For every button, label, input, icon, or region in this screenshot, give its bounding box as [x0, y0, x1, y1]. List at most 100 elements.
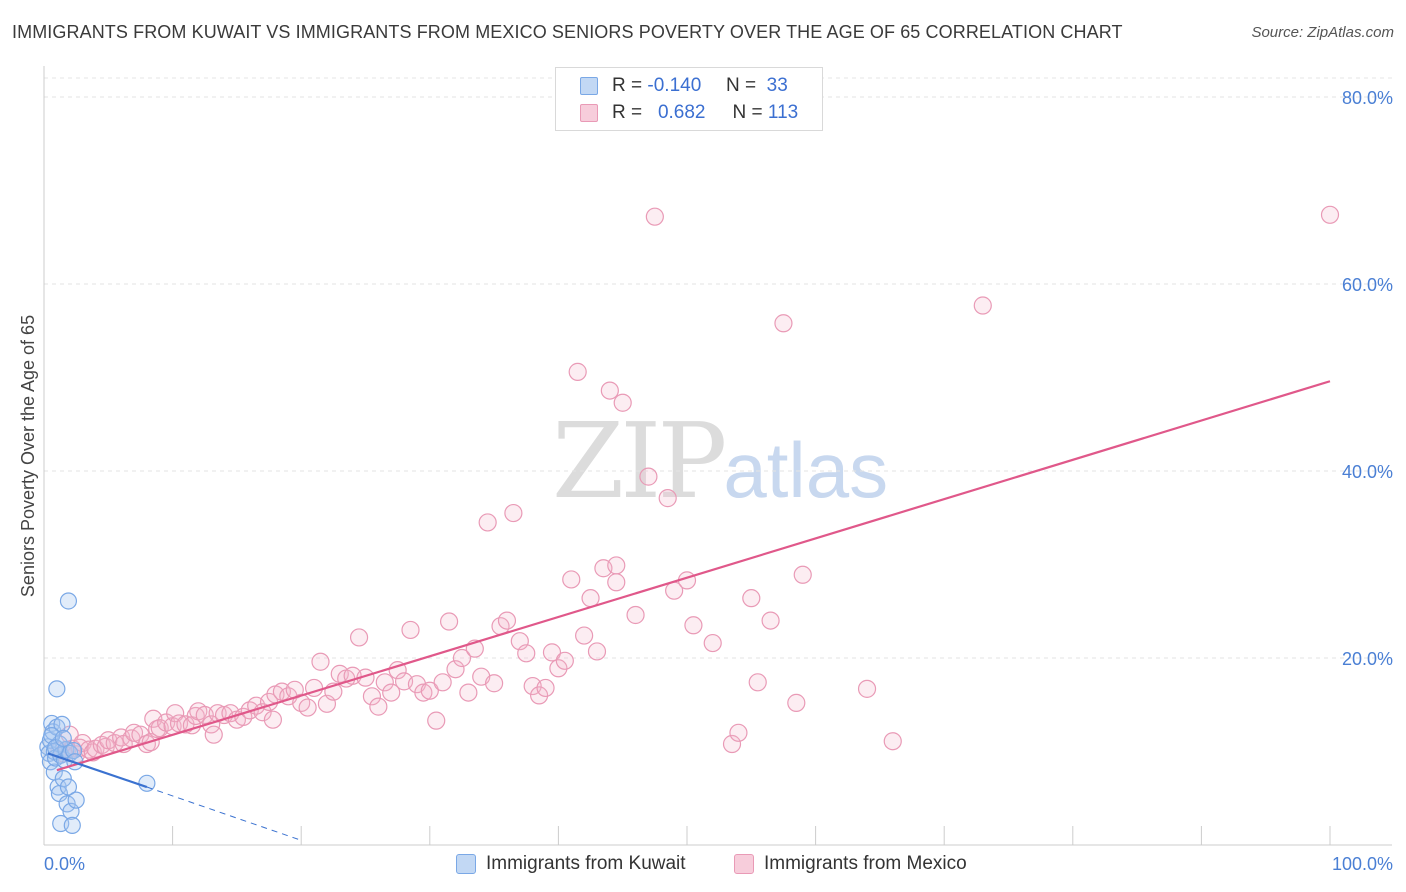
- mexico-point: [452, 648, 472, 668]
- y-tick-label: 60.0%: [1342, 275, 1393, 295]
- mexico-point: [263, 710, 283, 729]
- legend-row-mexico: R = 0.682 N = 113: [580, 101, 798, 125]
- mexico-point: [973, 296, 992, 315]
- source-label: Source: ZipAtlas.com: [1251, 24, 1394, 41]
- kuwait-point: [54, 770, 72, 788]
- mexico-point: [131, 725, 150, 744]
- mexico-point: [362, 687, 382, 706]
- kuwait-point: [62, 802, 80, 820]
- kuwait-trend-line: [47, 752, 148, 789]
- mexico-point: [607, 556, 626, 575]
- mexico-point: [645, 207, 664, 226]
- watermark: ZIPatlas: [552, 400, 888, 522]
- mexico-point: [587, 642, 607, 661]
- legend-swatch-kuwait: [580, 77, 598, 95]
- mexico-point: [761, 611, 780, 630]
- mexico-point: [600, 381, 619, 400]
- mexico-point: [504, 503, 523, 523]
- mexico-point: [536, 678, 555, 698]
- legend-swatch-mexico: [580, 104, 598, 122]
- mexico-point: [774, 314, 793, 333]
- mexico-point: [639, 467, 658, 486]
- bottom-legend-swatch-kuwait: [456, 854, 476, 874]
- mexico-point: [375, 673, 394, 692]
- bottom-legend-mexico: Immigrants from Mexico: [734, 852, 967, 876]
- mexico-point: [530, 686, 549, 705]
- mexico-point: [575, 626, 594, 645]
- bottom-legend-label-kuwait: Immigrants from Kuwait: [486, 853, 686, 874]
- mexico-point: [382, 683, 401, 702]
- mexico-point: [433, 673, 452, 692]
- y-tick-label: 40.0%: [1342, 462, 1393, 482]
- bottom-legend-swatch-mexico: [734, 854, 754, 874]
- legend-row-kuwait: R = -0.140 N = 33: [580, 74, 788, 98]
- mexico-point: [684, 616, 703, 635]
- mexico-point: [414, 683, 433, 702]
- correlation-legend: R = -0.140 N = 33 R = 0.682 N = 113: [555, 67, 823, 131]
- mexico-point: [581, 589, 600, 608]
- mexico-point: [703, 633, 722, 653]
- mexico-point: [883, 732, 902, 751]
- legend-r-value: -0.140: [647, 75, 702, 96]
- legend-r-label: R =: [612, 75, 643, 96]
- mexico-point: [369, 697, 388, 716]
- mexico-point: [298, 698, 317, 717]
- mexico-point: [349, 628, 369, 647]
- y-tick-label: 20.0%: [1342, 649, 1393, 669]
- legend-n-label: N =: [732, 102, 763, 123]
- mexico-point: [549, 659, 568, 678]
- mexico-point: [729, 723, 748, 742]
- y-axis-title: Seniors Poverty Over the Age of 65: [18, 315, 38, 597]
- legend-r-value: 0.682: [657, 102, 706, 123]
- mexico-point: [607, 573, 626, 592]
- mexico-point: [446, 660, 465, 679]
- kuwait-trend-extension: [146, 786, 302, 841]
- mexico-point: [478, 513, 497, 532]
- mexico-point: [562, 570, 581, 589]
- kuwait-points: [39, 592, 156, 834]
- mexico-point: [568, 362, 587, 381]
- mexico-point: [439, 612, 459, 631]
- grid-lines: [44, 77, 1392, 659]
- watermark-zip: ZIP: [552, 400, 727, 522]
- mexico-point: [658, 489, 677, 508]
- mexico-point: [204, 725, 223, 744]
- mexico-points: [50, 205, 1340, 764]
- bottom-legend-label-mexico: Immigrants from Mexico: [764, 853, 967, 874]
- legend-n-value: 113: [767, 102, 799, 123]
- axes: [43, 66, 1392, 846]
- x-tick-label: 100.0%: [1332, 854, 1393, 874]
- mexico-point: [311, 652, 330, 671]
- bottom-legend-kuwait: Immigrants from Kuwait: [456, 852, 686, 876]
- mexico-point: [748, 673, 767, 692]
- mexico-point: [401, 620, 420, 640]
- chart-title: IMMIGRANTS FROM KUWAIT VS IMMIGRANTS FRO…: [12, 22, 1123, 42]
- mexico-point: [517, 644, 536, 663]
- legend-n-value: 33: [766, 75, 788, 96]
- mexico-point: [485, 674, 504, 693]
- mexico-point: [124, 723, 144, 742]
- mexico-point: [1320, 205, 1340, 224]
- mexico-point: [787, 693, 806, 712]
- watermark-atlas: atlas: [723, 426, 889, 514]
- mexico-point: [793, 565, 812, 584]
- mexico-point: [420, 681, 439, 700]
- mexico-point: [722, 734, 742, 754]
- kuwait-point: [59, 778, 78, 796]
- kuwait-point: [67, 791, 85, 809]
- mexico-point: [202, 715, 221, 734]
- mexico-point: [857, 679, 877, 698]
- kuwait-point: [54, 729, 72, 748]
- mexico-point: [166, 704, 185, 723]
- trend-lines: [47, 380, 1331, 841]
- kuwait-point: [59, 592, 78, 610]
- legend-r-label: R =: [612, 102, 643, 123]
- mexico-point: [613, 393, 632, 412]
- mexico-point: [742, 589, 761, 608]
- axis-labels: 20.0% 40.0% 60.0% 80.0% 0.0% 100.0% Seniors Po…: [18, 88, 1393, 874]
- mexico-point: [542, 643, 562, 662]
- mexico-point: [459, 683, 478, 702]
- mexico-trend-line: [56, 380, 1331, 772]
- y-tick-label: 80.0%: [1342, 88, 1393, 108]
- mexico-point: [555, 651, 574, 670]
